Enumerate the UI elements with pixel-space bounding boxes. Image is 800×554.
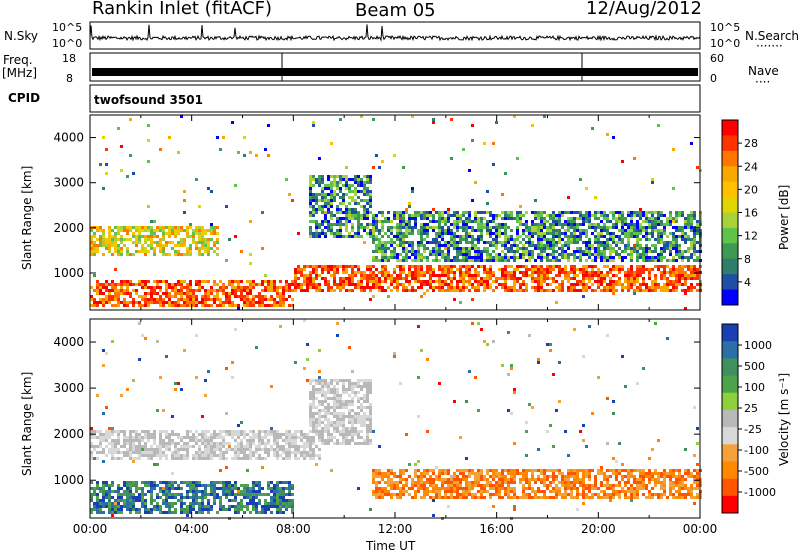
nsky-tick-bottom: 10^0: [52, 37, 83, 50]
velocity-colorbar-cell-2: [722, 358, 738, 377]
velocity-ytick-label-1: 2000: [53, 427, 84, 441]
power-ytick-label-2: 3000: [53, 176, 84, 190]
velocity-ytick-label-3: 4000: [53, 335, 84, 349]
velocity-colorbar-cell-8: [722, 461, 738, 480]
power-colorbar-cell-8: [722, 243, 738, 260]
velocity-colorbar-frame: [721, 323, 739, 514]
nsky-line: [89, 24, 701, 42]
nsearch-label: N.Search: [745, 29, 800, 43]
velocity-colorbar-cell-3: [722, 375, 738, 394]
nave-dots: ····: [755, 75, 771, 89]
velocity-cells: [90, 319, 702, 520]
power-colorbar-cell-5: [722, 197, 738, 213]
power-colorbar-cell-2: [722, 150, 738, 167]
velocity-ytick-label-0: 1000: [53, 473, 84, 487]
velocity-colorbar-cell-1: [722, 341, 738, 359]
velocity-colorbar-cell-10: [722, 495, 738, 514]
velocity-colorbar-cell-9: [722, 478, 738, 497]
xtick-label-4: 16:00: [479, 522, 514, 536]
date-label: 12/Aug/2012: [586, 0, 702, 19]
xtick-label-0: 00:00: [73, 522, 108, 536]
nsearch-tick-bottom: 10^0: [710, 37, 741, 50]
power-colorbar-tick-label-2: 20: [744, 183, 758, 196]
freq-label: Freq.: [3, 53, 33, 67]
velocity-colorbar-tick-label-0: 1000: [744, 339, 772, 352]
velocity-colorbar-cell-5: [722, 409, 738, 428]
velocity-colorbar-tick-label-7: -1000: [744, 486, 776, 499]
nave-tick-top: 60: [710, 52, 724, 65]
strip-frame-0: [89, 21, 701, 50]
power-cells: [90, 115, 702, 310]
beam-label: Beam 05: [355, 0, 436, 21]
velocity-colorbar-tick-label-1: 500: [744, 360, 765, 373]
power-colorbar-tick-label-0: 28: [744, 137, 758, 150]
velocity-colorbar-tick-label-2: 100: [744, 381, 765, 394]
velocity-colorbar-cell-4: [722, 392, 738, 411]
power-colorbar-tick-label-6: 4: [744, 276, 751, 289]
velocity-colorbar-cell-0: [722, 324, 738, 342]
power-colorbar-cell-7: [722, 227, 738, 244]
xtick-label-2: 08:00: [276, 522, 311, 536]
velocity-colorbar-cell-7: [722, 444, 738, 462]
velocity-colorbar-tick-label-6: -500: [744, 465, 769, 478]
power-colorbar-cell-11: [722, 289, 738, 306]
station-title: Rankin Inlet (fitACF): [92, 0, 273, 19]
nave-tick-bottom: 0: [710, 72, 717, 85]
velocity-colorbar-tick-label-5: -100: [744, 444, 769, 457]
strip-frame-1: [89, 52, 701, 82]
cpid-label: CPID: [8, 91, 41, 105]
xtick-label-6: 00:00: [683, 522, 718, 536]
power-colorbar-cell-6: [722, 212, 738, 229]
power-colorbar-cell-1: [722, 135, 738, 152]
velocity-ytick-label-2: 3000: [53, 381, 84, 395]
nsky-tick-top: 10^5: [52, 21, 83, 34]
power-colorbar-tick-label-1: 24: [744, 160, 758, 173]
nsearch-dots: ·······: [756, 39, 783, 53]
velocity-colorbar-tick-label-4: -25: [744, 423, 762, 436]
power-colorbar-tick-label-3: 16: [744, 207, 758, 220]
power-colorbar-cell-9: [722, 258, 738, 275]
power-ytick-label-1: 2000: [53, 221, 84, 235]
power-ytick-label-0: 1000: [53, 266, 84, 280]
xtick-label-3: 12:00: [378, 522, 413, 536]
power-ytick-label-3: 4000: [53, 131, 84, 145]
xtick-label-5: 20:00: [581, 522, 616, 536]
power-colorbar-tick-label-5: 8: [744, 253, 751, 266]
freq-band: [92, 68, 698, 76]
velocity-colorbar-tick-label-3: 25: [744, 402, 758, 415]
nsearch-tick-top: 10^5: [710, 21, 741, 34]
time-xlabel: Time UT: [366, 539, 416, 553]
freq-tick-bottom: 8: [66, 72, 73, 85]
xtick-label-1: 04:00: [174, 522, 209, 536]
power-colorbar-cell-3: [722, 166, 738, 183]
cpid-value: twofsound 3501: [94, 93, 203, 107]
strip-frame-2: [89, 84, 701, 113]
velocity-colorbar-cell-6: [722, 427, 738, 445]
power-colorbar-cell-4: [722, 181, 738, 198]
nave-label: Nave: [748, 64, 779, 78]
nsky-label: N.Sky: [4, 29, 39, 43]
freq-unit: [MHz]: [2, 66, 38, 80]
power-colorbar-tick-label-4: 12: [744, 230, 758, 243]
freq-tick-top: 18: [62, 52, 76, 65]
power-colorbar-cell-0: [722, 120, 738, 136]
power-colorbar-cell-10: [722, 274, 738, 291]
